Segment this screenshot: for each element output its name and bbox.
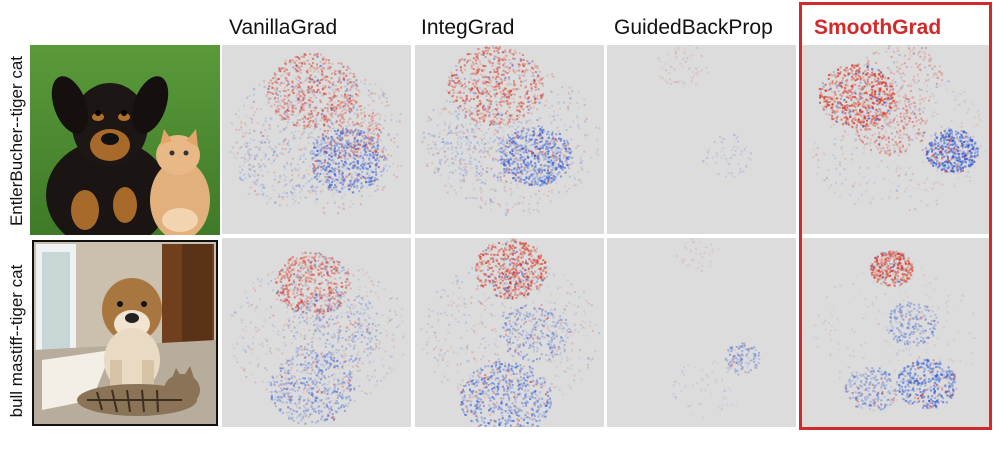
row-label-1: EntlerBucher--tiger cat [7,55,26,227]
saliency-integgrad-row1 [415,45,604,234]
column-title-integgrad: IntegGrad [421,16,515,39]
row-label-2: bull mastiff--tiger cat [7,264,26,418]
saliency-vanillagrad-row1 [222,45,411,234]
saliency-guidedbackprop-row1 [607,45,796,234]
photo-dog-and-kitten [30,45,220,235]
smoothgrad-highlight-box [799,2,992,430]
column-title-vanillagrad: VanillaGrad [229,16,338,39]
photo-bulldog-and-cat [32,240,218,426]
saliency-smoothgrad-row1 [801,45,990,234]
column-title-guidedbackprop: GuidedBackProp [614,16,773,39]
saliency-vanillagrad-row2 [222,238,411,427]
saliency-integgrad-row2 [415,238,604,427]
saliency-guidedbackprop-row2 [607,238,796,427]
column-title-smoothgrad: SmoothGrad [814,16,942,39]
saliency-smoothgrad-row2 [801,238,990,427]
